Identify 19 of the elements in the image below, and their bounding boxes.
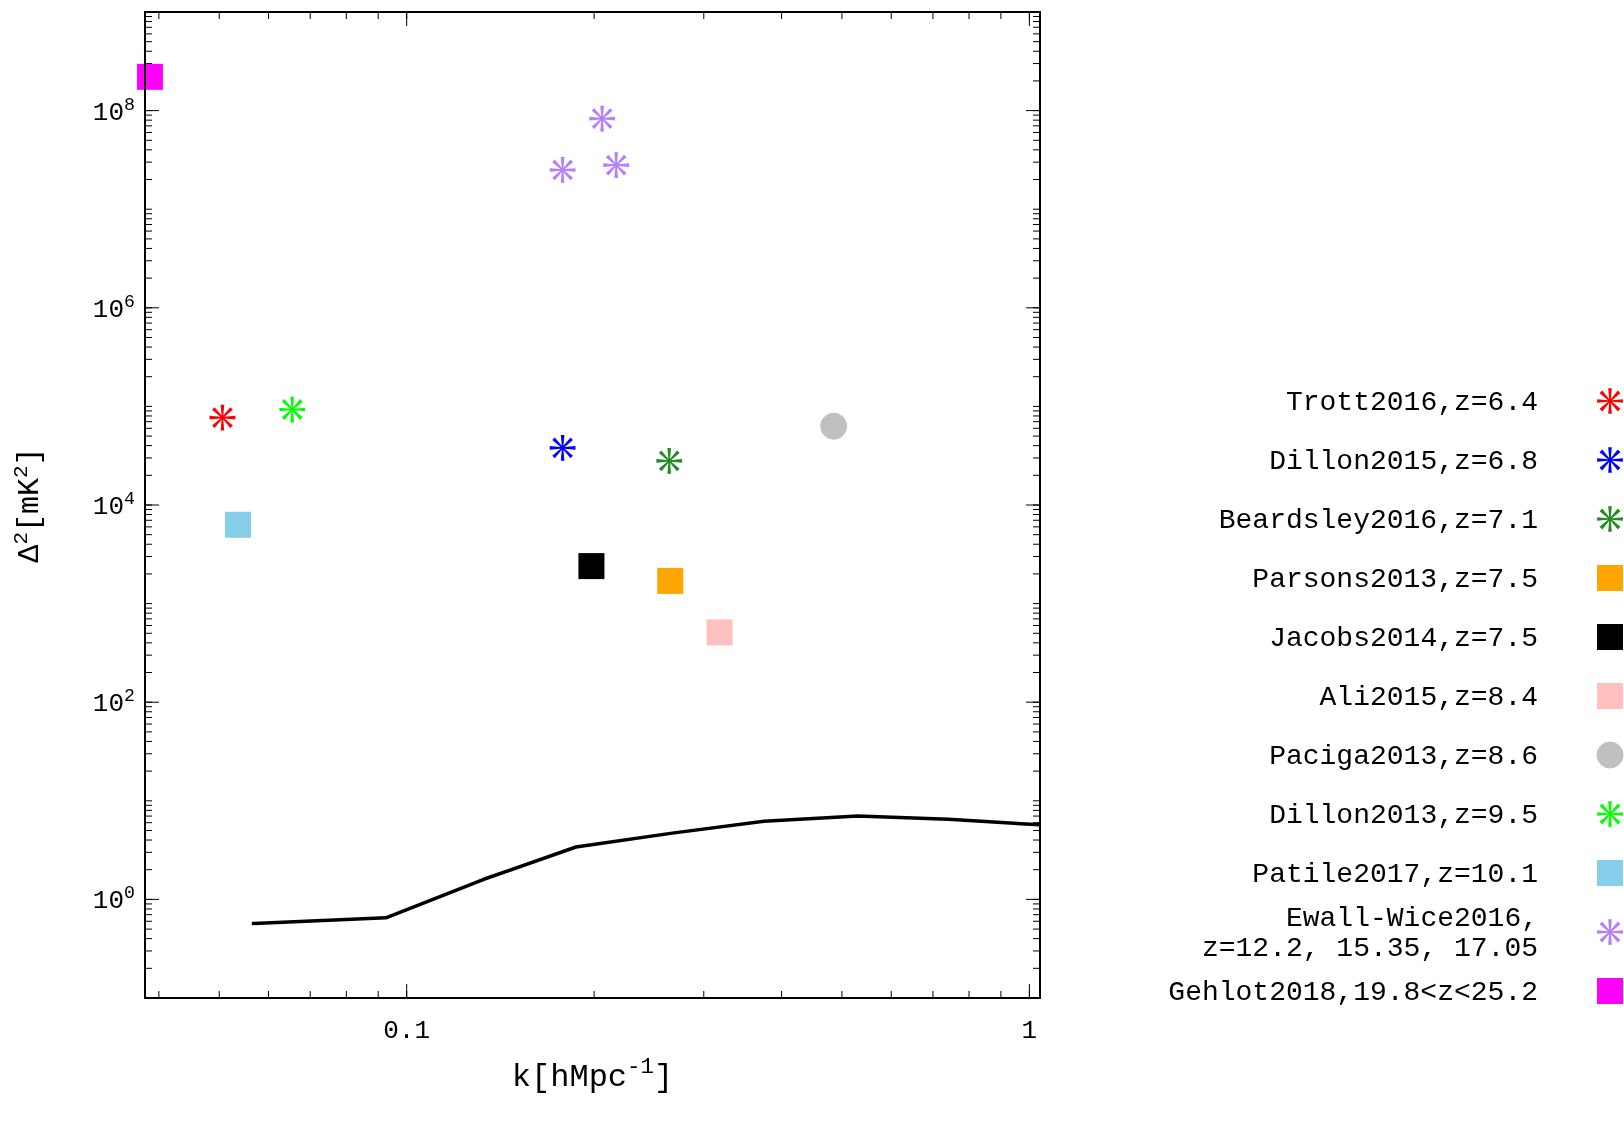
y-tick-label: 10$^{4}$: [92, 489, 135, 522]
legend-label: Trott2016,z=6.4: [1285, 387, 1538, 418]
legend-label: Parsons2013,z=7.5: [1252, 564, 1538, 595]
legend-label: Patile2017,z=10.1: [1252, 859, 1538, 890]
legend-label: Gehlot2018,19.8<z<25.2: [1168, 977, 1538, 1008]
legend-label: Dillon2015,z=6.8: [1269, 446, 1538, 477]
legend-label: Beardsley2016,z=7.1: [1218, 505, 1538, 536]
legend-label: Ewall-Wice2016, z=12.2, 15.35, 17.05: [1201, 903, 1538, 964]
legend-label: Dillon2013,z=9.5: [1269, 800, 1538, 831]
x-axis-title: k[hMpc$^{-1}$]: [511, 1054, 674, 1096]
x-tick-label: 1: [1021, 1016, 1038, 1046]
legend-label: Ali2015,z=8.4: [1319, 682, 1538, 713]
legend-label: Paciga2013,z=8.6: [1269, 741, 1538, 772]
y-tick-label: 10$^{0}$: [92, 883, 135, 917]
x-tick-label: 0.1: [383, 1016, 431, 1046]
y-tick-label: 10$^{6}$: [92, 291, 135, 325]
y-tick-label: 10$^{2}$: [92, 686, 135, 720]
y-tick-label: 10$^{8}$: [92, 94, 135, 128]
legend-label: Jacobs2014,z=7.5: [1269, 623, 1538, 654]
